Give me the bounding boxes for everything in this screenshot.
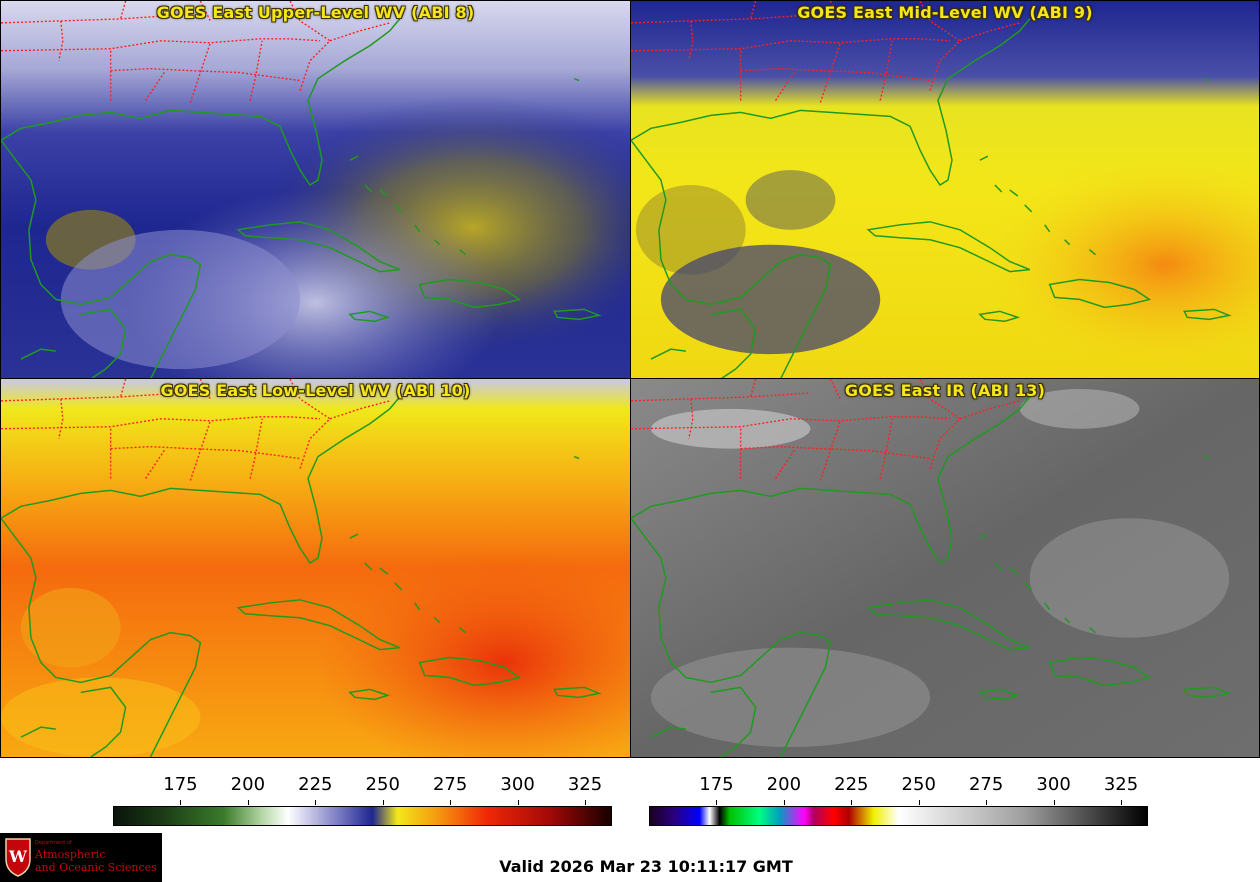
colorbar-tick-mark [382,800,384,805]
colorbar-tick-label: 300 [500,774,535,795]
colorbar-tick-mark [247,800,249,805]
panel-ir: GOES East IR (ABI 13) [630,378,1260,758]
svg-text:W: W [8,847,28,866]
colorbar-tick-label: 250 [365,774,400,795]
colorbar-infrared [649,806,1148,826]
panel-mid-level-wv: GOES East Mid-Level WV (ABI 9) [630,0,1260,379]
colorbar-tick-mark [1121,800,1123,805]
panel-low-level-wv: GOES East Low-Level WV (ABI 10) [0,378,631,758]
colorbar-tick-label: 175 [163,774,198,795]
colorbar-tick-mark [918,800,920,805]
colorbar-tick-label: 175 [699,774,734,795]
colorbar-tick-label: 225 [834,774,869,795]
colorbar-tick-mark [986,800,988,805]
colorbar-water-vapor [113,806,612,826]
colorbar-tick-label: 275 [968,774,1004,795]
colorbar-tick-mark [716,800,718,805]
logo-line2: and Oceanic Sciences [35,861,157,874]
colorbar-tick-label: 300 [1036,774,1071,795]
colorbar-tick-mark [450,800,452,805]
satellite-image-abi10 [1,379,630,757]
colorbar-tick-mark [315,800,317,805]
aos-logo: W Department of Atmospheric and Oceanic … [0,833,162,882]
panel-title: GOES East Low-Level WV (ABI 10) [160,381,471,400]
logo-department: Department of [35,840,72,846]
panel-title: GOES East IR (ABI 13) [844,381,1046,400]
colorbar-tick-mark [783,800,785,805]
colorbar-tick-mark [851,800,853,805]
satellite-image-abi9 [631,1,1259,378]
logo-line1: Atmospheric [35,848,106,861]
colorbar-tick-label: 325 [567,774,603,795]
colorbar-tick-label: 200 [766,774,802,795]
colorbar-tick-mark [585,800,587,805]
satellite-image-abi8 [1,1,630,378]
colorbar-tick-label: 275 [432,774,468,795]
colorbar-tick-label: 225 [298,774,333,795]
panel-title: GOES East Mid-Level WV (ABI 9) [797,3,1093,22]
colorbar-tick-label: 200 [230,774,266,795]
uw-crest-icon: W [5,838,31,877]
panel-title: GOES East Upper-Level WV (ABI 8) [156,3,475,22]
colorbar-tick-label: 250 [901,774,936,795]
satellite-image-abi13 [631,379,1259,757]
colorbar-tick-mark [180,800,182,805]
colorbar-tick-label: 325 [1103,774,1139,795]
colorbar-tick-mark [517,800,519,805]
panel-upper-level-wv: GOES East Upper-Level WV (ABI 8) [0,0,631,379]
valid-time: Valid 2026 Mar 23 10:11:17 GMT [499,857,793,876]
colorbar-tick-mark [1053,800,1055,805]
